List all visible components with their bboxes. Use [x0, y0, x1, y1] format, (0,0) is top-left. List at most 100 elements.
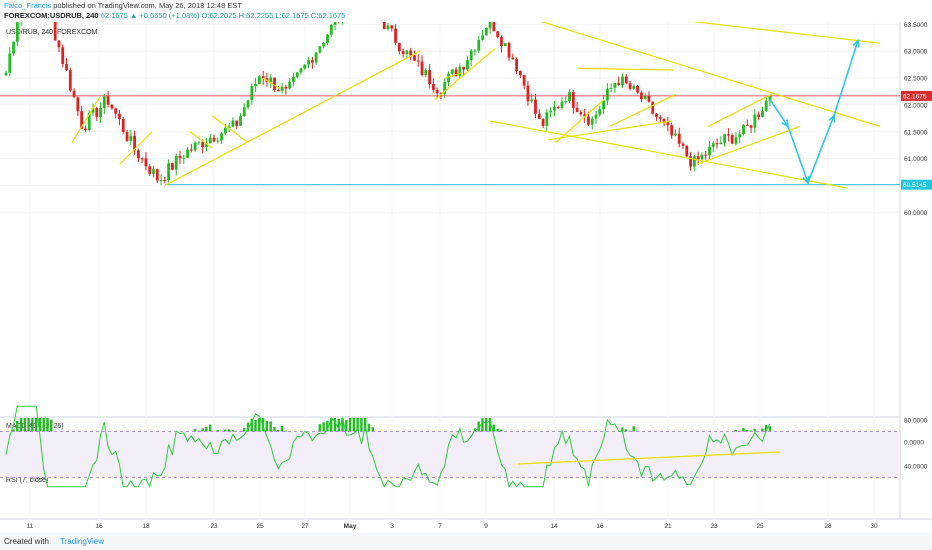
- time-tick-label: 25: [256, 523, 264, 530]
- macd-bar: [261, 418, 265, 442]
- trend-line: [577, 67, 675, 71]
- candle-body: [310, 60, 314, 63]
- price-tick-label: 62.0000: [904, 102, 928, 109]
- candle-body: [303, 64, 307, 69]
- trend-line: [697, 125, 801, 165]
- rsi-line: [5, 405, 771, 489]
- candle-body: [518, 71, 522, 76]
- rsi-band-fill: [0, 431, 900, 478]
- candle-body: [655, 113, 658, 118]
- candle-body: [295, 72, 299, 77]
- candle-body: [288, 81, 292, 89]
- time-tick-label: 23: [210, 523, 218, 530]
- macd-trend-line: [517, 451, 781, 465]
- candle-body: [114, 108, 118, 114]
- support-price-label: 60.5145: [903, 182, 927, 189]
- time-tick-label: 21: [664, 523, 672, 530]
- trend-line: [434, 48, 496, 100]
- trend-line: [119, 131, 153, 165]
- candle-body: [761, 111, 764, 117]
- chart-canvas[interactable]: USD/RUB, 240, FOREXCOM MACD 4C (12, 26) …: [0, 22, 932, 533]
- candle-body: [757, 114, 761, 117]
- candle-body: [488, 22, 492, 29]
- macd-bar: [23, 418, 27, 442]
- candle-body: [386, 25, 390, 29]
- candle-body: [549, 110, 553, 113]
- candle-body: [477, 39, 481, 51]
- candle-body: [590, 118, 594, 125]
- candle-body: [575, 107, 579, 113]
- time-axis: 11 16 18 23 25 27 May 3 7 9 14 16 21 23 25 28 30: [27, 523, 878, 530]
- candle-body: [602, 100, 605, 110]
- candle-body: [507, 43, 511, 58]
- candle-body: [708, 146, 711, 156]
- time-tick-label: 9: [484, 523, 488, 530]
- candle-body: [182, 157, 186, 159]
- trend-line: [71, 96, 101, 143]
- candle-body: [189, 149, 193, 151]
- candle-body: [68, 70, 72, 91]
- candle-body: [405, 50, 409, 55]
- candle-body: [95, 108, 99, 117]
- candle-body: [314, 52, 318, 63]
- trend-line: [189, 131, 213, 149]
- candle-body: [102, 96, 106, 109]
- candle-body: [681, 143, 685, 146]
- macd-bar: [485, 418, 488, 442]
- candle-body: [428, 69, 432, 84]
- candle-body: [534, 99, 537, 114]
- candle-body: [261, 76, 265, 79]
- current-price-tag: [901, 90, 932, 101]
- trend-line: [547, 120, 673, 141]
- time-tick-label: 3: [390, 523, 394, 530]
- candle-body: [91, 108, 95, 113]
- publish-line: Falco_Francis published on TradingView.c…: [4, 1, 242, 11]
- candle-body: [140, 158, 144, 160]
- candle-body: [621, 76, 624, 86]
- arrow-head: [828, 113, 836, 123]
- candle-body: [632, 85, 636, 89]
- candle-body: [307, 60, 310, 65]
- candle-body: [148, 166, 152, 174]
- projection-arrow: [769, 40, 859, 186]
- macd-bar: [258, 418, 261, 442]
- candle-body: [420, 61, 424, 76]
- candle-body: [216, 140, 220, 142]
- candle-body: [643, 95, 647, 100]
- candle-body: [443, 82, 447, 94]
- trend-line: [609, 93, 677, 127]
- candle-body: [473, 50, 477, 52]
- price-tick-label: 63.5000: [904, 22, 928, 29]
- candle-body: [220, 133, 223, 141]
- macd-bar: [337, 418, 340, 442]
- candle-body: [273, 77, 276, 90]
- candle-body: [401, 51, 405, 55]
- tradingview-logo[interactable]: TradingView: [60, 537, 105, 546]
- time-tick-label: 23: [710, 523, 718, 530]
- arrow-head: [852, 38, 860, 48]
- time-tick-label: 11: [27, 523, 34, 530]
- candle-body: [201, 141, 205, 148]
- candle-body: [522, 75, 526, 86]
- candle-body: [447, 73, 450, 83]
- candle-body: [530, 99, 534, 102]
- drawings: [71, 22, 900, 465]
- symbol-label: FOREXCOM:USDRUB, 240: [4, 11, 99, 20]
- candle-body: [397, 42, 401, 52]
- candle-body: [227, 126, 231, 128]
- candle-body: [394, 28, 397, 43]
- candle-body: [413, 55, 416, 61]
- candle-body: [250, 86, 254, 101]
- candle-body: [292, 76, 295, 82]
- time-tick-label: 25: [756, 523, 764, 530]
- candle-body: [696, 156, 700, 160]
- macd-bar: [341, 418, 344, 442]
- candle-body: [299, 68, 303, 73]
- trend-line: [707, 93, 773, 127]
- macd-bar: [27, 418, 30, 442]
- candle-body: [254, 84, 258, 87]
- trend-line: [444, 72, 463, 79]
- macd-bar: [360, 418, 363, 442]
- candle-body: [613, 83, 617, 88]
- author-link[interactable]: Falco_Francis: [4, 1, 52, 10]
